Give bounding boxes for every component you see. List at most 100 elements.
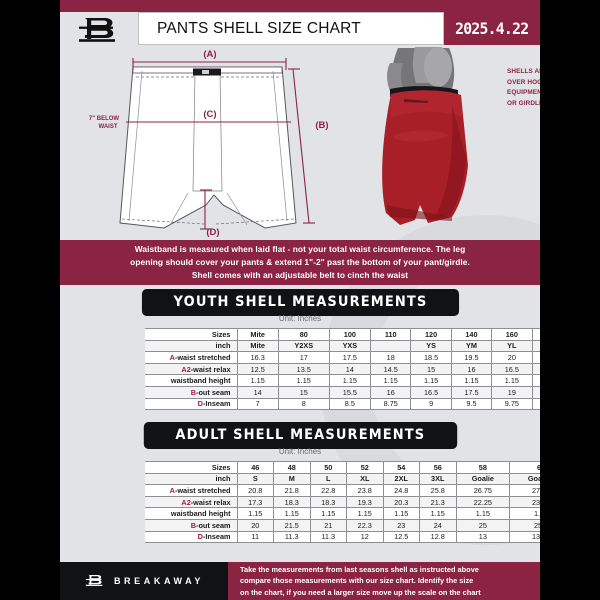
below-waist-label-line2: WAIST xyxy=(99,124,118,130)
table-cell: 20.8 xyxy=(236,484,274,497)
table-cell: 20.5 xyxy=(531,351,540,364)
table-cell: 52 xyxy=(346,461,384,474)
table-cell: 12.8 xyxy=(419,530,457,544)
table-cell: 14 xyxy=(236,385,279,399)
row-label: A2-waist relax xyxy=(145,495,238,509)
table-cell: 54 xyxy=(382,461,420,474)
row-label: Sizes xyxy=(145,461,238,474)
table-cell: 27.75 xyxy=(509,484,540,497)
diagram-label-b: (B) xyxy=(315,120,328,131)
table-cell: 60 xyxy=(509,461,540,474)
document-sheet: PANTS SHELL SIZE CHART 2025.4.22 xyxy=(60,0,540,600)
table-row: inchSMLXL2XL3XLGoalieGoalie+ xyxy=(145,472,540,486)
row-label: D-Inseam xyxy=(145,397,238,411)
table-cell: 1.15 xyxy=(491,374,533,387)
youth-unit-label: Unit: Inches xyxy=(278,314,322,323)
table-row: Sizes4648505254565860 xyxy=(145,461,540,474)
page-header: PANTS SHELL SIZE CHART 2025.4.22 xyxy=(60,12,540,45)
table-cell: 20 xyxy=(491,351,533,364)
table-cell: 7 xyxy=(236,397,279,411)
table-cell: 14.5 xyxy=(370,362,412,376)
table-cell: 80 xyxy=(277,328,330,341)
diagram-label-c: (C) xyxy=(203,109,216,120)
table-cell: 160 xyxy=(491,328,533,341)
table-cell: 10.3 xyxy=(531,397,540,411)
table-cell: 21 xyxy=(309,518,347,532)
table-cell: 2XL xyxy=(382,472,420,486)
page-title: PANTS SHELL SIZE CHART xyxy=(157,19,361,37)
instruction-banner: Waistband is measured when laid flat - n… xyxy=(60,240,540,285)
table-cell: M xyxy=(273,472,311,486)
youth-measurements-table: SizesMite80100110120140160180inchMiteY2X… xyxy=(145,328,540,411)
table-cell: 24 xyxy=(419,518,457,532)
table-cell: Mite xyxy=(236,328,279,341)
title-bar: PANTS SHELL SIZE CHART xyxy=(138,12,444,45)
table-cell: 17.5 xyxy=(328,351,372,364)
table-cell: XL xyxy=(346,472,384,486)
row-label: inch xyxy=(145,472,238,486)
table-cell: 17.5 xyxy=(450,385,493,399)
table-cell: 18.3 xyxy=(309,495,347,509)
row-label-prefix: B xyxy=(190,387,197,397)
table-cell: 1.15 xyxy=(273,507,311,520)
table-cell: 25 xyxy=(455,518,511,532)
table-row: waistband height 1.15 1.15 1.15 1.15 1.15 1.15… xyxy=(145,507,540,520)
table-cell: 110 xyxy=(370,328,412,341)
measurement-lines xyxy=(126,58,315,230)
table-cell: YM xyxy=(450,339,493,353)
row-label: inch xyxy=(145,339,238,353)
table-cell: 100 xyxy=(328,328,372,341)
table-cell: 9.75 xyxy=(491,397,533,411)
table-cell: 1.15 xyxy=(277,374,330,387)
adult-unit-label: Unit: Inches xyxy=(278,447,322,456)
table-cell: 19 xyxy=(491,385,533,399)
table-cell: 16.3 xyxy=(236,351,279,364)
table-cell: 8 xyxy=(277,397,330,411)
adult-section-header: ADULT SHELL MEASUREMENTS xyxy=(60,422,540,449)
table-cell: 23 xyxy=(382,518,420,532)
photo-note-line-3: EQUIPMENT PANTS xyxy=(507,89,540,97)
table-row: SizesMite80100110120140160180 xyxy=(145,328,540,341)
table-cell: 18.5 xyxy=(410,351,452,364)
table-cell: 56 xyxy=(419,461,457,474)
date-badge: 2025.4.22 xyxy=(444,12,540,45)
table-cell: 20 xyxy=(236,518,274,532)
photo-note-line-2: OVER HOCKEY xyxy=(507,78,540,86)
table-cell: Mite xyxy=(236,339,279,353)
table-cell: 19.3 xyxy=(346,495,384,509)
photo-note-line-4: OR GIRDLE xyxy=(507,99,540,107)
footer-wordmark: BREAKAWAY xyxy=(113,576,205,586)
youth-section-title: YOUTH SHELL MEASUREMENTS xyxy=(141,289,459,316)
table-cell: 1.15 xyxy=(309,507,347,520)
table-cell: YS xyxy=(410,339,452,353)
table-cell: L xyxy=(309,472,347,486)
table-cell: 58 xyxy=(455,461,511,474)
table-cell: S xyxy=(236,472,274,486)
table-cell: 22.25 xyxy=(455,495,511,509)
table-cell: 21.8 xyxy=(273,484,311,497)
row-label: A-waist stretched xyxy=(145,351,238,364)
row-label-prefix: A xyxy=(169,485,175,495)
table-cell: 120 xyxy=(410,328,452,341)
banner-line-1: Waistband is measured when laid flat - n… xyxy=(134,244,466,255)
table-cell: 1.15 xyxy=(382,507,420,520)
youth-section-header: YOUTH SHELL MEASUREMENTS xyxy=(60,289,540,316)
table-cell: 25.8 xyxy=(419,484,457,497)
table-cell: 9 xyxy=(410,397,452,411)
table-cell: Goalie xyxy=(455,472,511,486)
table-row: A2-waist relax 17.3 18.3 18.3 19.3 20.3 21.3 22… xyxy=(145,495,540,509)
table-cell: 20.5 xyxy=(531,385,540,399)
table-cell: 8.5 xyxy=(328,397,372,411)
breakaway-b-logo-icon xyxy=(85,575,103,586)
row-label-prefix: A xyxy=(169,352,175,362)
table-cell: 16 xyxy=(370,385,412,399)
page-footer: BREAKAWAY Take the measurements from las… xyxy=(60,562,540,600)
footer-brand: BREAKAWAY xyxy=(60,562,228,600)
table-cell: 1.15 xyxy=(450,374,493,387)
table-cell: 21.3 xyxy=(419,495,457,509)
table-cell: 8.75 xyxy=(370,397,412,411)
table-cell: YXL xyxy=(531,339,540,353)
